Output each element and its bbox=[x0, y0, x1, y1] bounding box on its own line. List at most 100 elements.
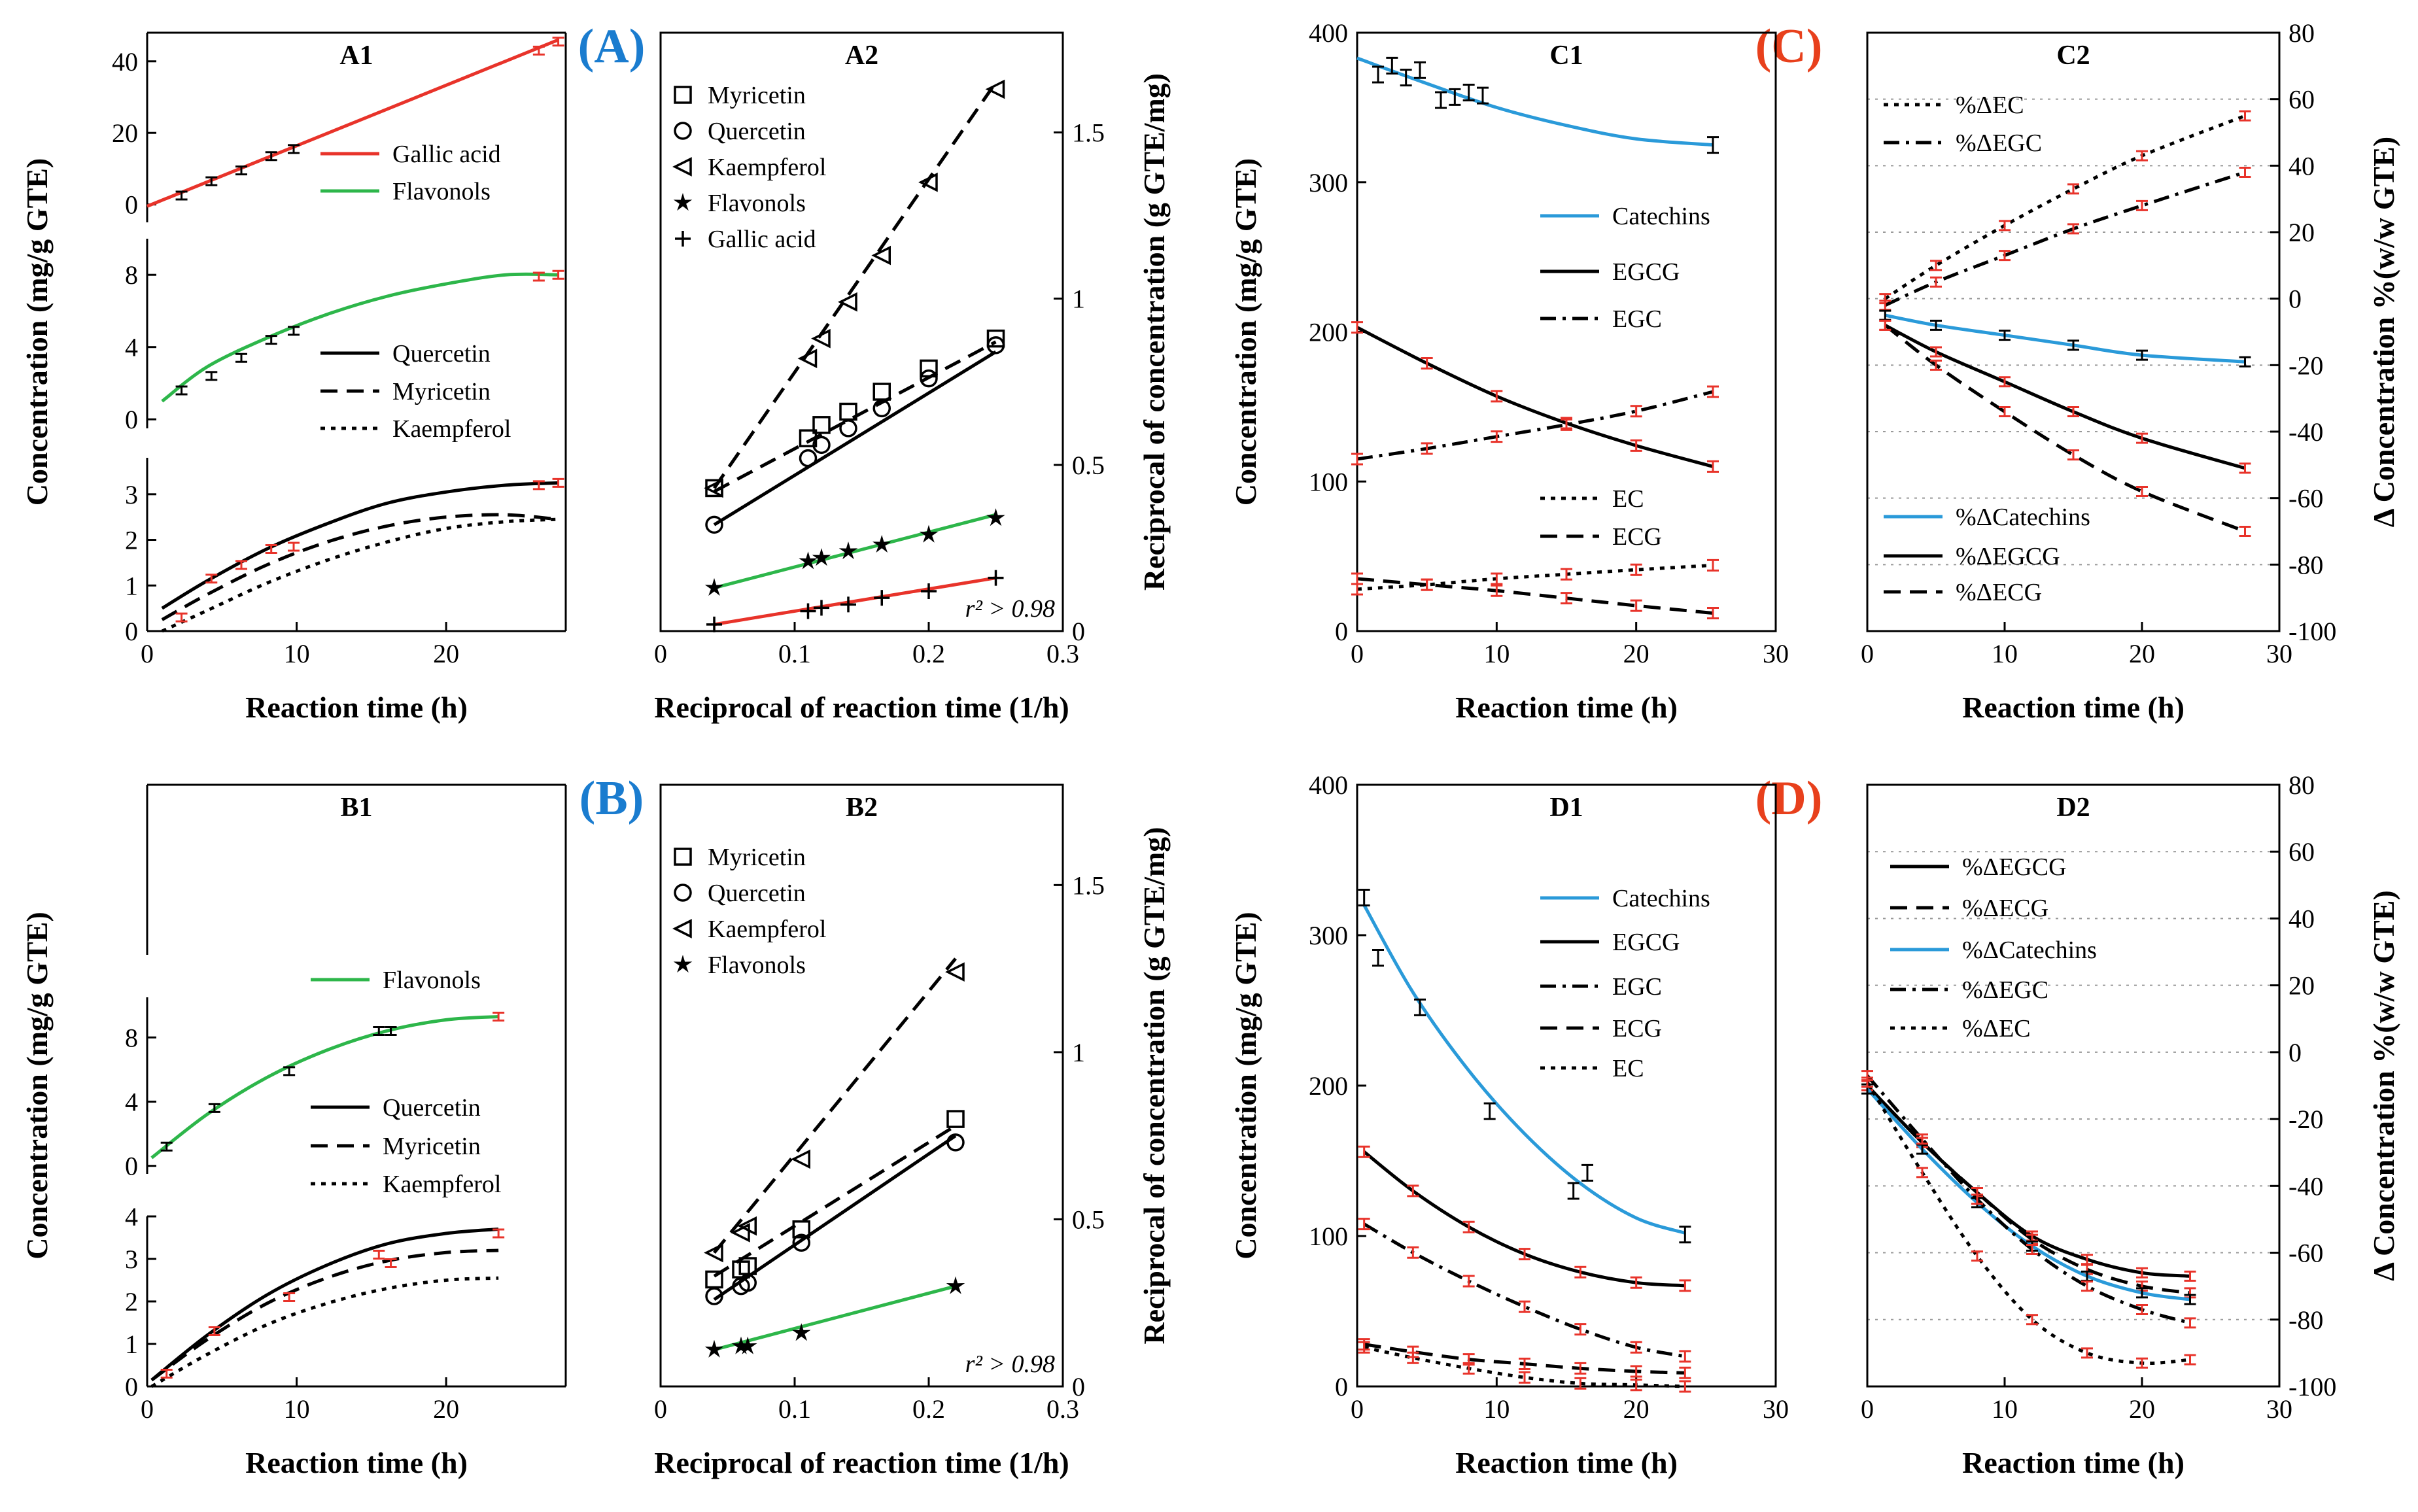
y-tick-label: 80 bbox=[2288, 18, 2315, 48]
x-tick-label: 0 bbox=[654, 639, 667, 668]
panel-title: B2 bbox=[846, 793, 878, 823]
series-line-catechins bbox=[1362, 904, 1686, 1235]
y-axis-label: Reciprocal of concentration (g GTE/mg) bbox=[1137, 73, 1171, 591]
y-tick-label: 400 bbox=[1309, 770, 1348, 800]
legend-label: Catechins bbox=[1612, 885, 1710, 912]
circle-marker bbox=[799, 449, 818, 468]
y-tick-label: 20 bbox=[2288, 218, 2315, 247]
panel-title: C1 bbox=[1549, 41, 1583, 71]
legend-label: Flavonols bbox=[708, 952, 806, 979]
x-tick-label: 0.3 bbox=[1046, 1394, 1079, 1424]
x-tick-label: 20 bbox=[2129, 1394, 2155, 1424]
series-line-gallicacid bbox=[147, 38, 559, 208]
y-tick-label: 0 bbox=[2288, 1038, 2302, 1067]
legend-label: Quercetin bbox=[708, 880, 806, 907]
series-line-egc bbox=[1356, 390, 1714, 461]
y-tick-label: 0 bbox=[1335, 617, 1348, 646]
panel-A1: 0 20 40 0 4 8 0 1 2 3 0 10 20 A1 Reaction time (h) Conc… bbox=[20, 31, 567, 724]
y-tick-label: 1 bbox=[1072, 1038, 1085, 1067]
r2-note: r² > 0.98 bbox=[965, 1350, 1055, 1378]
axes-frame bbox=[1356, 783, 1777, 1388]
y-tick-label: 0 bbox=[2288, 284, 2302, 314]
star-marker bbox=[791, 1323, 811, 1341]
y-tick-label: 4 bbox=[125, 333, 138, 362]
legend-label: Quercetin bbox=[383, 1094, 481, 1122]
x-tick-label: 10 bbox=[1483, 1394, 1510, 1424]
y-axis-label: Δ Concentration %(w/w GTE) bbox=[2367, 890, 2400, 1280]
x-tick-label: 30 bbox=[2266, 1394, 2292, 1424]
series-line-ecg bbox=[1356, 577, 1714, 615]
x-tick-label: 30 bbox=[2266, 639, 2292, 668]
y-tick-label: 1.5 bbox=[1072, 118, 1105, 148]
triangle-marker bbox=[704, 478, 723, 498]
y-tick-label: 60 bbox=[2288, 837, 2315, 867]
panel-B1: 0 4 8 0 1 2 3 4 0 10 20 B1 Reaction time (h) Concentr… bbox=[20, 783, 567, 1479]
legend-label: %ΔCatechins bbox=[1962, 936, 2097, 964]
series-line-kaempferol bbox=[150, 1276, 499, 1388]
y-axis-label: Concentration (mg/g GTE) bbox=[1229, 158, 1262, 506]
x-axis-label: Reaction time (h) bbox=[245, 691, 468, 724]
star-marker bbox=[812, 548, 831, 566]
x-tick-label: 30 bbox=[1763, 639, 1789, 668]
y-tick-label: -80 bbox=[2288, 1305, 2323, 1335]
square-marker bbox=[986, 329, 1005, 348]
legend-label: Gallic acid bbox=[392, 141, 501, 168]
square-marker bbox=[792, 1220, 810, 1239]
x-axis-label: Reaction time (h) bbox=[1962, 691, 2185, 724]
fit-line-kaempferol bbox=[712, 81, 997, 489]
panel-C2: 0 10 20 30-100 -80 -60 -40 -20 0 20 40 60 80 C2 Reacti… bbox=[1861, 18, 2400, 724]
y-tick-label: 2 bbox=[125, 526, 138, 555]
y-axis-label: Concentration (mg/g GTE) bbox=[1229, 912, 1262, 1260]
triangle-marker bbox=[797, 349, 818, 368]
y-tick-label: 1 bbox=[125, 571, 138, 600]
panel-title: D2 bbox=[2056, 793, 2090, 823]
circle-marker bbox=[872, 399, 891, 418]
triangle-marker bbox=[918, 172, 938, 192]
legend-label: %ΔEGCG bbox=[1962, 853, 2067, 881]
x-tick-label: 20 bbox=[433, 639, 459, 668]
y-tick-label: 3 bbox=[125, 480, 138, 509]
y-tick-label: -40 bbox=[2288, 1171, 2323, 1201]
star-marker bbox=[738, 1336, 757, 1354]
star-marker bbox=[731, 1336, 751, 1354]
fit-line-flavonols bbox=[714, 513, 997, 590]
fit-line-flavonols bbox=[714, 1284, 956, 1352]
fit-line-quercetin bbox=[713, 350, 997, 526]
star-marker bbox=[673, 193, 693, 211]
y-tick-label: -20 bbox=[2288, 1105, 2323, 1134]
series-line-egc bbox=[1866, 1074, 2191, 1325]
axes-frame bbox=[1866, 31, 2281, 632]
star-marker bbox=[986, 508, 1005, 526]
panel-title: A2 bbox=[845, 41, 878, 71]
x-tick-label: 20 bbox=[1623, 1394, 1649, 1424]
legend-label: Kaempferol bbox=[392, 415, 511, 443]
series-line-quercetin bbox=[150, 1228, 499, 1382]
r2-note: r² > 0.98 bbox=[965, 595, 1055, 623]
triangle-marker bbox=[838, 292, 857, 312]
y-tick-label: -100 bbox=[2288, 1372, 2336, 1401]
x-tick-label: 20 bbox=[433, 1394, 459, 1424]
legend-label: EC bbox=[1612, 485, 1644, 513]
legend-label: EGC bbox=[1612, 305, 1662, 333]
legend-label: Myricetin bbox=[392, 378, 491, 405]
series-line-ec bbox=[1865, 1081, 2190, 1366]
circle-marker bbox=[812, 436, 831, 455]
y-axis-label: Reciprocal of concentration (g GTE/mg) bbox=[1137, 827, 1171, 1344]
x-tick-label: 20 bbox=[2129, 639, 2155, 668]
y-tick-label: -60 bbox=[2288, 1239, 2323, 1268]
circle-marker bbox=[738, 1273, 757, 1292]
triangle-marker bbox=[985, 79, 1005, 99]
panel-title: B1 bbox=[340, 793, 372, 823]
y-tick-label: 0 bbox=[1072, 1372, 1085, 1401]
legend-label: Myricetin bbox=[708, 844, 806, 871]
triangle-marker bbox=[731, 1223, 750, 1243]
legend-label: EGCG bbox=[1612, 929, 1680, 956]
y-tick-label: 20 bbox=[112, 118, 138, 148]
y-tick-label: 0 bbox=[125, 1372, 138, 1401]
triangle-marker bbox=[737, 1216, 757, 1236]
series-line-egcg bbox=[1356, 326, 1714, 468]
series-line-flavonols bbox=[161, 272, 559, 403]
